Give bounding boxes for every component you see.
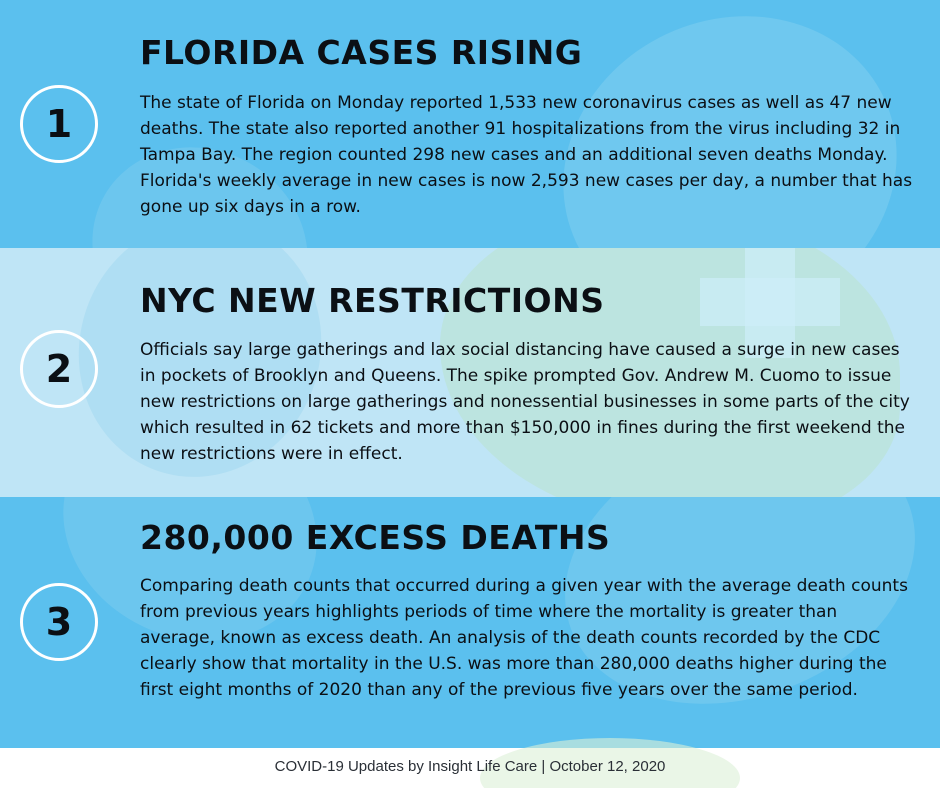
item-number-badge: 2 [20, 330, 98, 408]
footer: COVID-19 Updates by Insight Life Care | … [0, 738, 940, 788]
news-section-2: 2 NYC NEW RESTRICTIONS Officials say lar… [0, 248, 940, 497]
item-number-badge: 3 [20, 583, 98, 661]
section-title: 280,000 EXCESS DEATHS [140, 518, 611, 557]
news-section-1: 1 FLORIDA CASES RISING The state of Flor… [0, 0, 940, 248]
section-body: Officials say large gatherings and lax s… [140, 340, 910, 464]
section-body: Comparing death counts that occurred dur… [140, 576, 908, 700]
footer-credit: COVID-19 Updates by Insight Life Care | … [274, 758, 666, 775]
news-section-3: 3 280,000 EXCESS DEATHS Comparing death … [0, 497, 940, 748]
medical-cross-icon [700, 248, 840, 358]
section-title: FLORIDA CASES RISING [140, 33, 583, 72]
item-number-badge: 1 [20, 85, 98, 163]
section-title: NYC NEW RESTRICTIONS [140, 281, 605, 320]
section-body: The state of Florida on Monday reported … [140, 93, 913, 217]
